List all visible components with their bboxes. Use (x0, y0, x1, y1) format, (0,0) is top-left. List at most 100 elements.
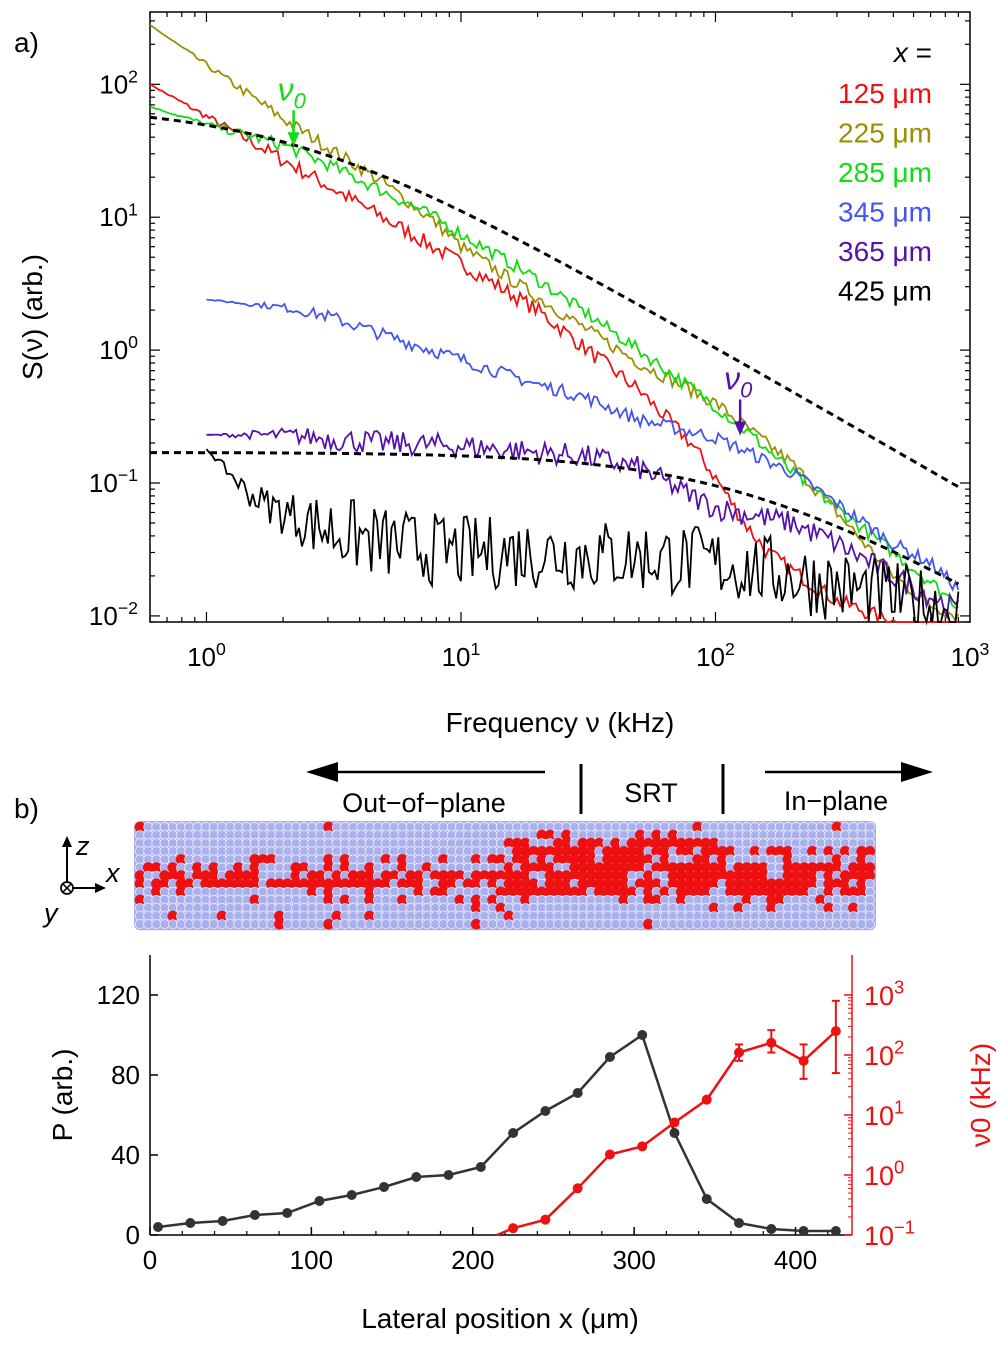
lattice-site (634, 837, 646, 849)
b-point-0 (508, 1128, 519, 1138)
lattice-site (487, 870, 498, 881)
lattice-site (856, 919, 867, 930)
lattice-site (192, 919, 203, 930)
lattice-site (585, 854, 597, 865)
lattice-site (684, 837, 695, 849)
lattice-site (569, 862, 580, 873)
lattice-site (725, 870, 736, 881)
lattice-site (561, 870, 572, 881)
lattice-site (561, 886, 572, 898)
lattice-site (299, 919, 309, 930)
lattice-site (569, 886, 580, 898)
lattice-site (315, 878, 326, 889)
lattice-site (470, 894, 482, 906)
lattice-site (511, 837, 523, 849)
lattice-site (618, 854, 630, 865)
lattice-site (347, 870, 359, 881)
lattice-site (766, 902, 777, 914)
lattice-site (561, 829, 572, 841)
lattice-site (249, 854, 261, 865)
lattice-site (545, 919, 555, 930)
lattice-site (520, 846, 531, 857)
lattice-site (159, 870, 170, 881)
lattice-site (135, 919, 145, 930)
lattice-site (503, 837, 515, 849)
lattice-site (446, 878, 457, 889)
lattice-site (782, 919, 793, 930)
lattice-site (725, 919, 736, 930)
lattice-site (618, 862, 630, 873)
lattice-site (208, 862, 220, 873)
a-x-tick-label: 100 (187, 639, 226, 672)
lattice-site (511, 846, 523, 857)
a-x-tick-label: 101 (442, 639, 481, 672)
lattice-site (577, 854, 589, 865)
lattice-site (643, 918, 654, 930)
lattice-site (626, 846, 638, 857)
lattice-site (258, 919, 268, 930)
lattice-site (610, 886, 621, 898)
lattice-site (339, 862, 351, 873)
lattice-site (684, 862, 695, 873)
lattice-site (823, 878, 835, 889)
b-point-0 (411, 1172, 422, 1182)
lattice-site (151, 886, 162, 898)
lattice-site (610, 846, 621, 857)
lattice-site (561, 837, 572, 849)
lattice-site (503, 910, 515, 922)
lattice-site (233, 919, 244, 930)
panel-b-left-axis-label: P (arb.) (47, 1049, 78, 1142)
lattice-site (766, 886, 777, 898)
lattice-site (528, 878, 539, 889)
lattice-site (364, 894, 375, 906)
lattice-site (208, 870, 220, 881)
lattice-site (741, 862, 753, 873)
lattice-site (315, 870, 326, 881)
lattice-site (339, 894, 351, 906)
lattice-site (675, 870, 687, 881)
lattice-site (856, 886, 867, 898)
lattice-site (175, 878, 187, 889)
lattice-site (643, 886, 654, 898)
lattice-site (815, 862, 826, 873)
lattice-site (528, 886, 539, 898)
lattice-site (815, 894, 826, 906)
lattice-site (306, 878, 318, 889)
panel-b-series (153, 999, 841, 1237)
lattice-site (643, 837, 654, 849)
b-point-0 (604, 1052, 615, 1062)
lattice-site (511, 878, 523, 889)
axis-z-label: z (75, 831, 90, 861)
lattice-site (577, 878, 589, 889)
lattice-site (700, 846, 712, 857)
lattice-site (790, 862, 802, 873)
b-point-0 (701, 1194, 712, 1204)
lattice-site (602, 919, 613, 930)
lattice-site (634, 846, 646, 857)
lattice-site (511, 854, 523, 865)
lattice-site (700, 919, 711, 930)
lattice-site (233, 878, 244, 889)
lattice-site (618, 878, 630, 889)
lattice-site (290, 878, 302, 889)
lattice-site (200, 919, 211, 930)
panel-a-annotations: ν0 ν0 (278, 71, 753, 436)
lattice-site (290, 919, 301, 930)
lattice-site (331, 910, 343, 922)
lattice-site (552, 870, 564, 881)
lattice-site (200, 878, 211, 889)
b-point-1 (798, 1055, 809, 1066)
a-y-tick-label: 102 (99, 66, 138, 99)
lattice-site (602, 862, 613, 873)
b-left-tick-label: 0 (126, 1220, 140, 1250)
lattice-site (323, 821, 334, 833)
lattice-site (831, 854, 843, 865)
b-point-1 (701, 1094, 712, 1105)
lattice-site (585, 862, 597, 873)
lattice-site (790, 878, 802, 889)
nu0-annotation: ν0 (724, 361, 753, 403)
lattice-site (815, 919, 826, 930)
legend-entry-1: 225 μm (838, 118, 932, 149)
lattice-site (438, 870, 449, 881)
lattice-site (225, 919, 236, 930)
